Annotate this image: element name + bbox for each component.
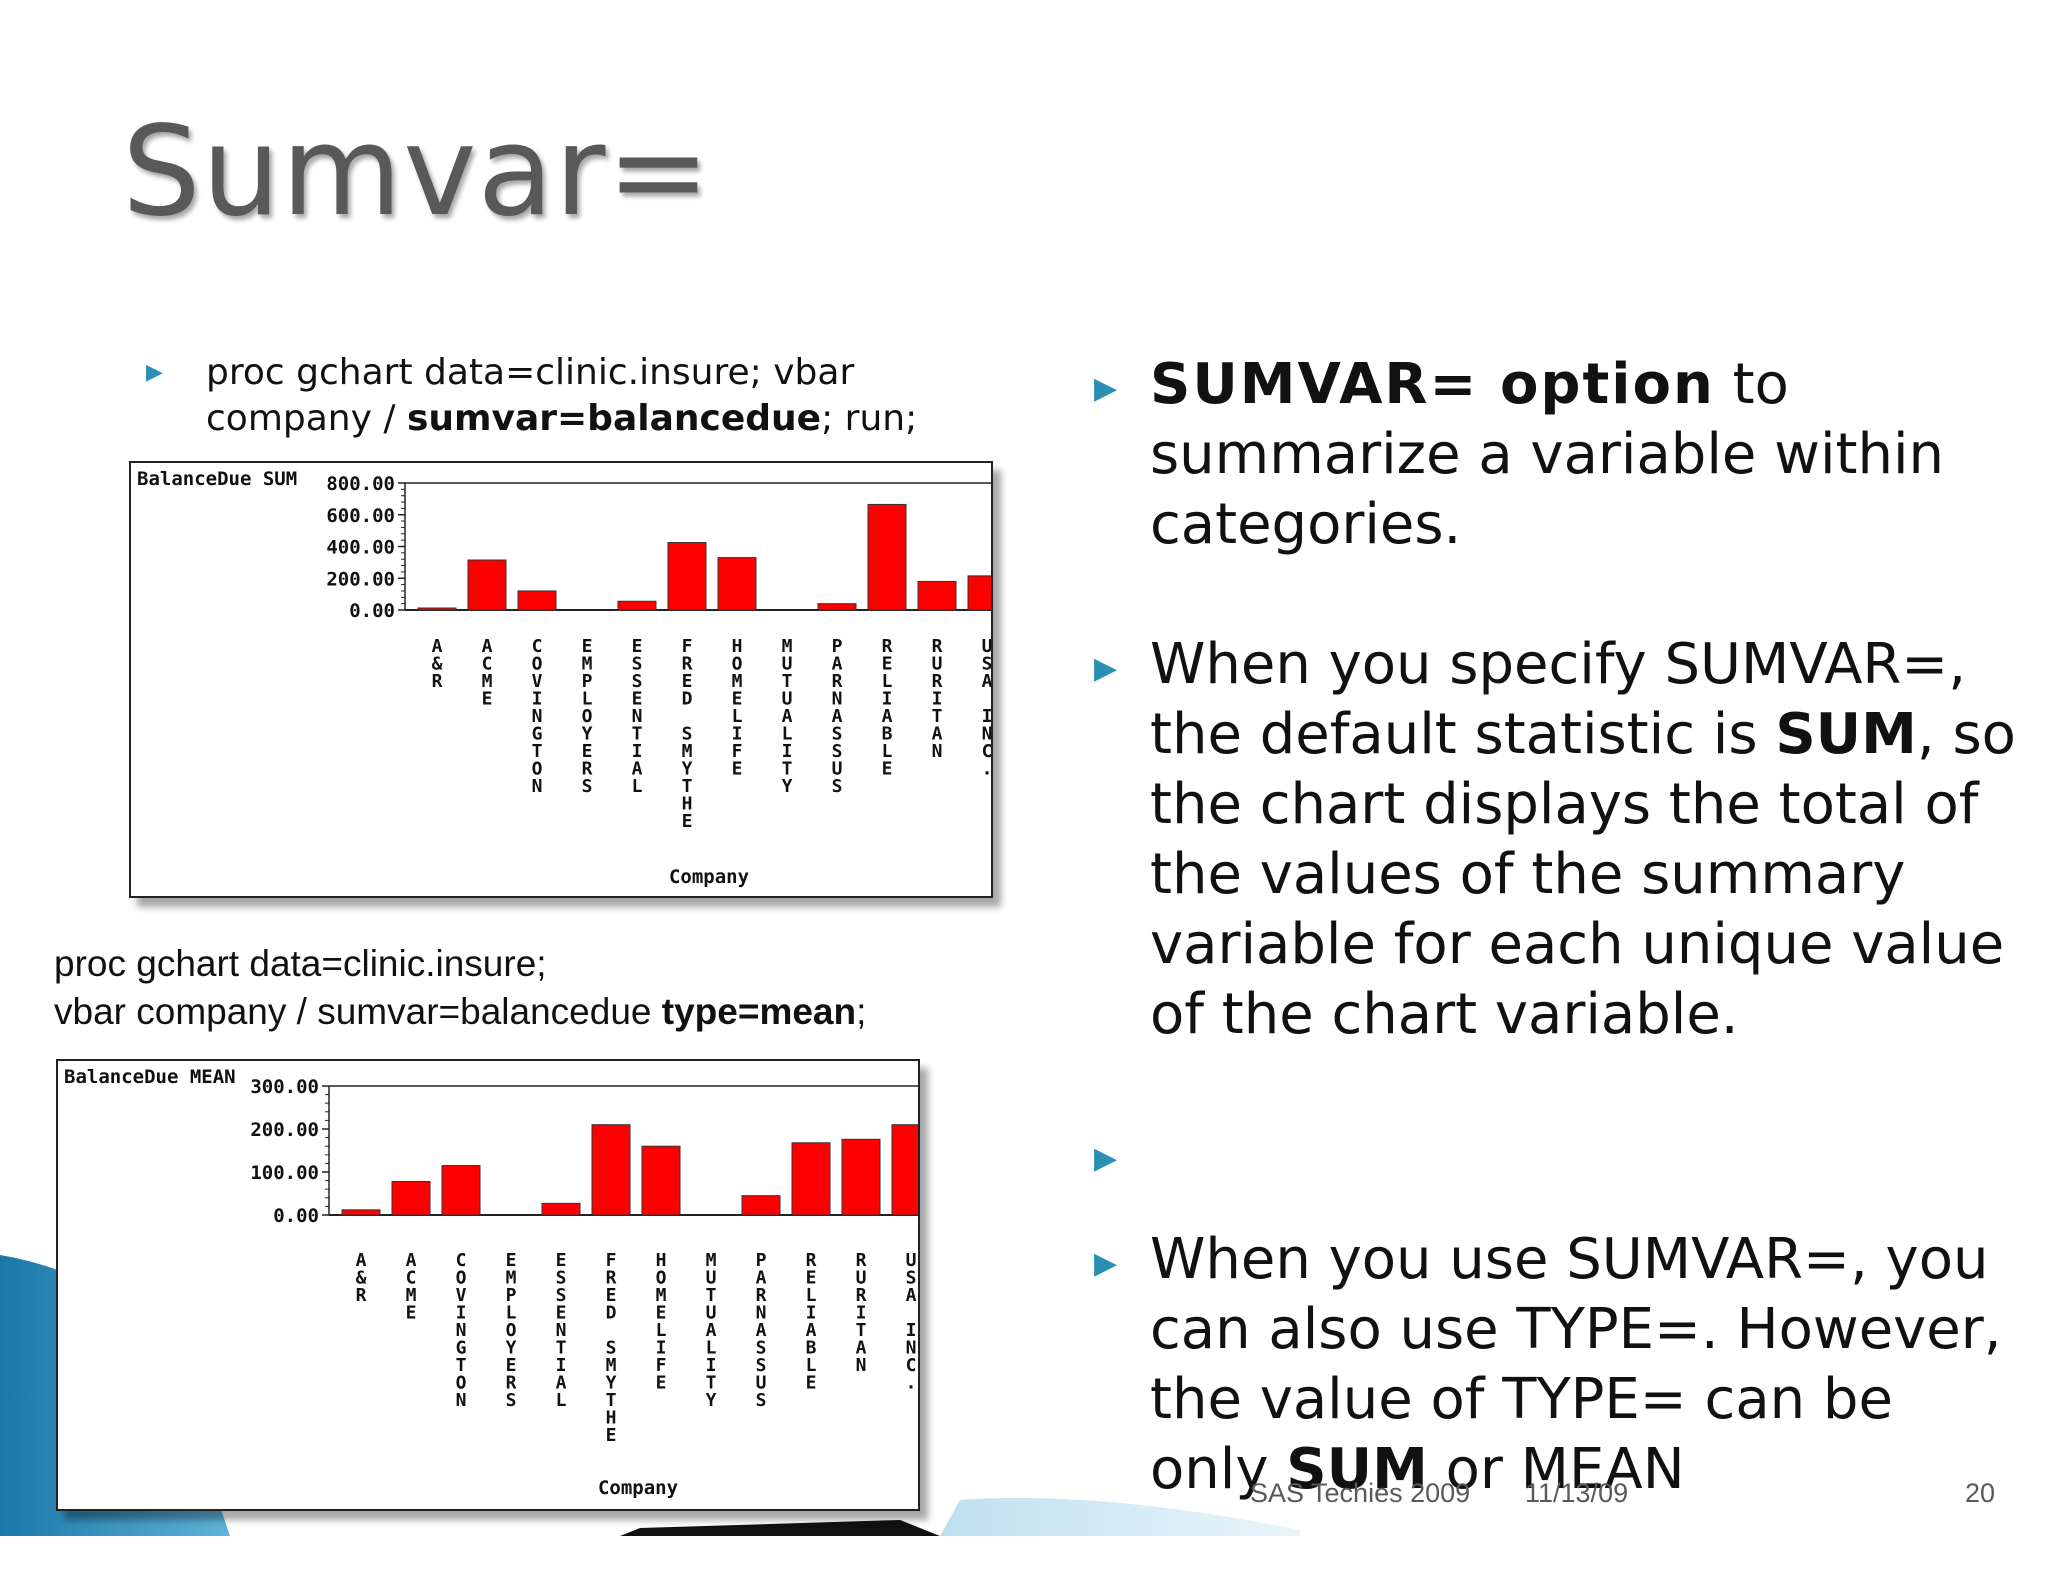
bullet-item: ▶ SUMVAR= option to summarize a variable… (1094, 350, 2024, 560)
y-tick-label: 400.00 (326, 537, 395, 559)
bullet-4-post: or MEAN (1427, 1437, 1685, 1502)
bullet-item-empty: ▶ (1094, 1120, 2024, 1190)
chart-header-label: BalanceDue MEAN (64, 1066, 236, 1088)
code2-line2-pre: vbar company / sumvar=balancedue (54, 991, 662, 1032)
y-tick-label: 0.00 (273, 1205, 319, 1227)
y-tick-label: 200.00 (326, 568, 395, 590)
bar (817, 603, 857, 611)
bar (917, 580, 957, 611)
y-tick-label: 300.00 (250, 1076, 319, 1098)
bullet-arrow-icon: ▶ (1094, 371, 1118, 406)
bar (641, 1145, 681, 1216)
bullet-4-pre: When you use SUMVAR=, you can also use T… (1150, 1227, 2002, 1502)
bar (391, 1180, 431, 1216)
footer-date: 11/13/09 (1525, 1478, 1629, 1508)
bar (417, 607, 457, 611)
bullet-4-bold: SUM (1286, 1437, 1428, 1502)
y-tick-label: 0.00 (349, 600, 395, 622)
code-snippet-mean: proc gchart data=clinic.insure; vbar com… (54, 940, 866, 1036)
code1-pre: proc gchart data=clinic.insure; vbar com… (206, 352, 855, 439)
bar (967, 575, 991, 611)
footer-left: SAS Techies 2009 (1250, 1478, 1471, 1508)
bullet-2-post: , so the chart displays the total of the… (1150, 702, 2016, 1047)
bar (867, 503, 907, 611)
bar (467, 559, 507, 611)
bullet-arrow-icon: ▶ (1094, 651, 1118, 686)
code1-post: ; run; (821, 398, 918, 439)
bar-chart-mean: BalanceDue MEAN 0.00 100.00 200.00 300.00 A & R… (56, 1059, 920, 1511)
bar (591, 1124, 631, 1216)
bar (441, 1165, 481, 1216)
bullet-2-bold: SUM (1775, 702, 1917, 767)
x-tick-label: A & R (356, 1250, 367, 1306)
bar (517, 590, 557, 611)
bar (741, 1195, 781, 1216)
bar (667, 542, 707, 611)
bar (541, 1202, 581, 1216)
code-snippet-sum: ▶ proc gchart data=clinic.insure; vbar c… (146, 350, 1030, 442)
x-axis-label: Company (669, 866, 749, 888)
y-tick-label: 100.00 (250, 1162, 319, 1184)
chart-svg: BalanceDue MEAN 0.00 100.00 200.00 300.00 A & R… (64, 1066, 918, 1499)
y-tick-label: 600.00 (326, 505, 395, 527)
bar (717, 557, 757, 611)
bullet-item: ▶ When you use SUMVAR=, you can also use… (1094, 1225, 2024, 1505)
x-axis-label: Company (598, 1477, 678, 1499)
bullet-arrow-icon: ▶ (1094, 1141, 1118, 1176)
y-tick-label: 800.00 (326, 473, 395, 495)
page-number: 20 (1965, 1478, 1996, 1508)
bullet-list: ▶ SUMVAR= option to summarize a variable… (1094, 350, 2024, 1575)
y-tick-label: 200.00 (250, 1119, 319, 1141)
code2-line2-post: ; (856, 991, 867, 1032)
bar (617, 600, 657, 611)
bullet-1-bold: SUMVAR= option (1150, 352, 1715, 417)
bullet-item: ▶ When you specify SUMVAR=, the default … (1094, 630, 2024, 1050)
bar-chart-sum: BalanceDue SUM 0.00 200.00 400.00 600.00 800.… (129, 461, 993, 898)
bar (791, 1142, 831, 1216)
chart-header-label: BalanceDue SUM (137, 468, 297, 490)
bullet-1-text: to summarize a variable within categorie… (1150, 352, 1945, 557)
bullet-arrow-icon: ▶ (146, 360, 163, 385)
x-tick-label: A & R (432, 636, 443, 692)
bar (341, 1209, 381, 1216)
code1-bold: sumvar=balancedue (406, 398, 822, 439)
bar (841, 1138, 881, 1216)
bar (891, 1124, 918, 1216)
chart-svg: BalanceDue SUM 0.00 200.00 400.00 600.00 800.… (137, 468, 991, 888)
slide-title: Sumvar= (122, 100, 712, 244)
code2-line1: proc gchart data=clinic.insure; (54, 943, 547, 984)
bullet-2-pre: When you specify SUMVAR=, the default st… (1150, 632, 1967, 767)
x-tick-label: USA INC. (982, 636, 991, 780)
code2-line2-bold: type=mean (661, 991, 857, 1032)
bullet-arrow-icon: ▶ (1094, 1246, 1118, 1281)
